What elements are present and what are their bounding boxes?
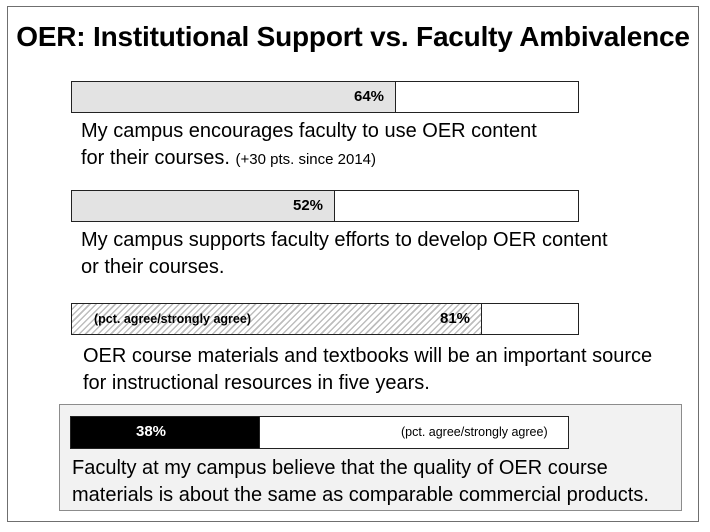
bar-track-2: 52% <box>71 190 579 222</box>
item-label-4-line-2: materials is about the same as comparabl… <box>72 484 649 506</box>
item-note-1: (+30 pts. since 2014) <box>235 151 377 168</box>
bar-fill-1 <box>72 82 396 112</box>
item-label-4-line-1: Faculty at my campus believe that the qu… <box>72 457 608 479</box>
item-label-3: OER course materials and textbooks will … <box>83 343 652 397</box>
item-label-2: My campus supports faculty efforts to de… <box>81 227 608 281</box>
item-label-1-line-2: for their courses. <box>81 147 230 169</box>
bar-fill-4 <box>71 417 260 448</box>
bar-value-label-4: 38% <box>136 423 167 440</box>
bar-track-1: 64% <box>71 81 579 113</box>
highlight-panel-4: 38% (pct. agree/strongly agree) Faculty … <box>59 404 682 511</box>
item-label-1-line-1: My campus encourages faculty to use OER … <box>81 120 537 142</box>
bar-track-4: 38% (pct. agree/strongly agree) <box>70 416 569 449</box>
chart-title: OER: Institutional Support vs. Faculty A… <box>16 21 690 52</box>
bar-track-3: (pct. agree/strongly agree) 81% <box>71 303 579 335</box>
item-label-1: My campus encourages faculty to use OER … <box>81 118 537 173</box>
item-label-2-line-1: My campus supports faculty efforts to de… <box>81 229 608 251</box>
bar-note-3: (pct. agree/strongly agree) <box>94 312 251 326</box>
bar-fill-3 <box>72 304 482 334</box>
bar-value-label-3: 81% <box>440 310 471 327</box>
item-label-4: Faculty at my campus believe that the qu… <box>72 455 649 509</box>
item-label-2-line-2: or their courses. <box>81 256 225 278</box>
bar-value-label-1: 64% <box>354 88 385 105</box>
bar-note-4: (pct. agree/strongly agree) <box>401 425 548 439</box>
item-label-3-line-1: OER course materials and textbooks will … <box>83 345 653 367</box>
bar-value-label-2: 52% <box>293 197 324 214</box>
bar-fill-2 <box>72 191 335 221</box>
item-label-3-line-2: for instructional resources in five year… <box>83 372 430 394</box>
